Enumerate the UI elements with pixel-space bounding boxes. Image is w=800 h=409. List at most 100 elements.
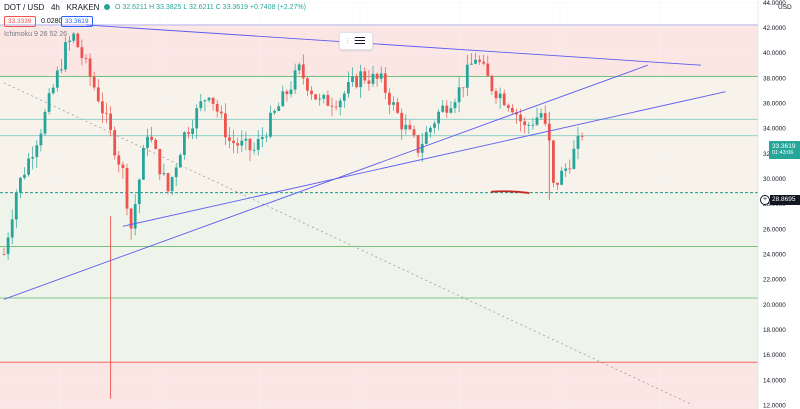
- candle-down: [388, 92, 391, 105]
- candle-down: [150, 136, 153, 140]
- crosshair-add-icon[interactable]: +: [760, 195, 770, 205]
- candle-up: [453, 102, 457, 109]
- candle-up: [560, 170, 563, 185]
- symbol-name: DOT / USD: [4, 3, 45, 12]
- ask-price-box[interactable]: 33.3619: [61, 16, 93, 27]
- candle-up: [420, 143, 424, 153]
- candle-up: [351, 76, 354, 83]
- candle-down: [375, 73, 379, 79]
- candle-down: [306, 78, 309, 91]
- candle-down: [101, 101, 104, 114]
- candle-down: [330, 105, 334, 107]
- candle-up: [137, 179, 141, 205]
- tick-label: 20.0000: [763, 302, 786, 309]
- candle-down: [219, 111, 223, 114]
- candle-down: [400, 112, 404, 130]
- candle-up: [60, 69, 63, 71]
- candle-down: [543, 113, 547, 124]
- candle-up: [146, 136, 149, 148]
- candle-down: [2, 253, 6, 255]
- candle-up: [371, 73, 375, 84]
- candle-down: [166, 173, 170, 192]
- candle-down: [506, 105, 510, 108]
- candle-down: [76, 33, 80, 48]
- candle-up: [269, 112, 272, 137]
- candle-up: [379, 73, 383, 79]
- candle-down: [228, 137, 231, 141]
- candle-down: [412, 129, 416, 136]
- ohlc-values: O 32.6211 H 33.3825 L 32.6211 C 33.3619 …: [115, 4, 306, 11]
- tick-label: 38.0000: [763, 75, 786, 82]
- candle-down: [367, 80, 371, 84]
- candle-up: [265, 136, 268, 138]
- currency-label: USD: [778, 4, 792, 11]
- candle-up: [293, 70, 297, 90]
- candle-up: [72, 33, 76, 41]
- candle-up: [162, 173, 166, 175]
- candle-down: [355, 76, 358, 88]
- bid-price-box[interactable]: 33.3339: [4, 16, 36, 27]
- current-price-label[interactable]: 33.3619 01:43:06: [769, 141, 800, 159]
- tick-label: 44.0000: [763, 0, 786, 7]
- candle-up: [539, 113, 543, 118]
- candle-up: [133, 204, 137, 229]
- candle-down: [568, 168, 572, 170]
- candle-up: [449, 108, 453, 113]
- candle-up: [142, 147, 145, 180]
- candle-down: [314, 94, 317, 100]
- candle-down: [490, 75, 494, 92]
- candle-down: [461, 87, 465, 89]
- trendline: [122, 91, 726, 227]
- tick-label: 42.0000: [763, 25, 786, 32]
- candle-down: [211, 97, 215, 104]
- candle-down: [96, 87, 100, 102]
- candle-down: [80, 47, 84, 58]
- candle-down: [511, 107, 514, 113]
- candle-up: [564, 168, 568, 171]
- drag-handle-icon[interactable]: ⋮⋮: [339, 32, 373, 50]
- candle-up: [252, 149, 256, 151]
- candle-up: [318, 98, 322, 100]
- candle-up: [457, 87, 461, 103]
- candle-down: [224, 113, 227, 138]
- candle-down: [523, 121, 527, 126]
- candle-down: [482, 61, 486, 64]
- candle-up: [277, 106, 281, 111]
- exchange-label: KRAKEN: [66, 3, 100, 12]
- candle-down: [334, 106, 338, 108]
- tick-label: 14.0000: [763, 377, 786, 384]
- symbol-header[interactable]: DOT / USD 4h KRAKEN: [4, 3, 99, 12]
- candle-up: [195, 108, 199, 129]
- candle-up: [498, 93, 502, 99]
- candle-down: [215, 103, 219, 112]
- tick-label: 40.0000: [763, 50, 786, 57]
- candle-up: [260, 137, 264, 140]
- candle-down: [158, 148, 162, 175]
- indicator-label[interactable]: Ichimoku 9 26 52 26: [4, 31, 68, 38]
- candle-down: [494, 91, 498, 99]
- candle-down: [580, 136, 584, 137]
- candle-up: [424, 132, 428, 144]
- candle-up: [429, 127, 432, 133]
- candle-down: [113, 130, 117, 156]
- candle-up: [527, 124, 531, 126]
- candle-up: [14, 192, 18, 220]
- candle-up: [289, 89, 293, 95]
- candle-up: [437, 111, 440, 124]
- candle-up: [535, 117, 539, 125]
- interval-label: 4h: [50, 3, 60, 12]
- dashed-trendline: [3, 82, 693, 406]
- candle-down: [478, 59, 481, 62]
- candle-up: [433, 123, 436, 128]
- candle-up: [322, 94, 326, 99]
- candle-up: [572, 148, 576, 169]
- candle-up: [47, 93, 51, 112]
- marked-price-label[interactable]: 28.8695: [770, 195, 800, 205]
- candle-down: [125, 168, 129, 209]
- candle-down: [121, 164, 125, 169]
- zone-red-top: [0, 24, 758, 77]
- candle-up: [23, 174, 26, 178]
- candle-up: [338, 100, 342, 108]
- candle-down: [84, 57, 88, 59]
